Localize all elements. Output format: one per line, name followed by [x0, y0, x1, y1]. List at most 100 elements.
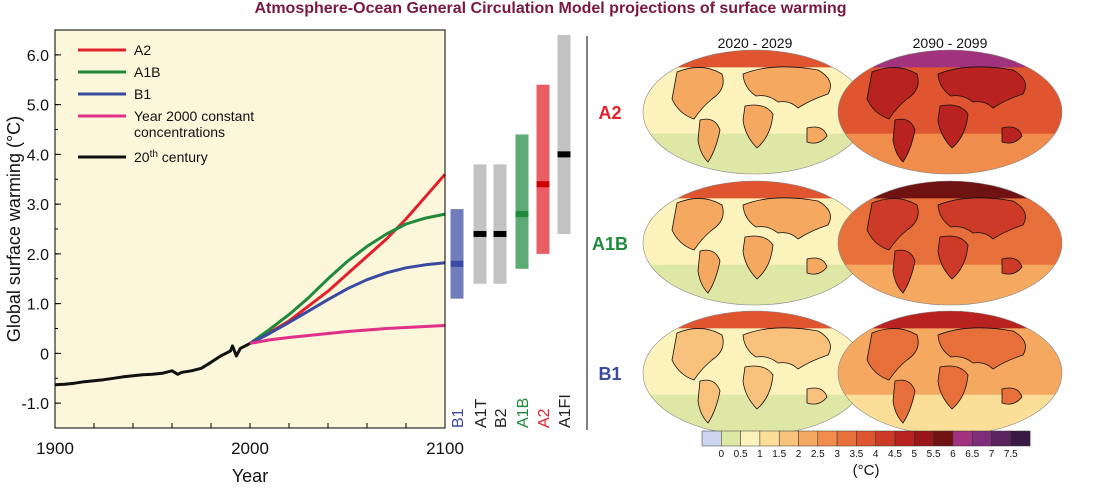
map-continent-3	[937, 365, 969, 410]
map-continent-3	[937, 235, 969, 280]
colorbar-tick-label: 1	[757, 449, 763, 460]
y-tick-label: 5.0	[27, 98, 49, 115]
map-continent-2	[937, 66, 1026, 109]
best-estimate-A1FI	[557, 151, 571, 158]
map-continent-0	[866, 328, 919, 381]
colorbar-unit-label: (°C)	[853, 462, 880, 479]
map-continent-1	[892, 118, 916, 163]
colorbar-cell	[914, 430, 934, 447]
colorbar-tick-label: 0	[719, 449, 725, 460]
best-estimate-A2	[536, 181, 550, 188]
column-title-1: 2090 - 2099	[913, 35, 988, 51]
series-line-constant	[249, 324, 446, 345]
map-continent-3	[937, 104, 969, 149]
map-continent-4	[806, 387, 828, 405]
map-continent-4	[1001, 257, 1023, 275]
colorbar-tick-label: 3.5	[849, 449, 863, 460]
map-continent-1	[697, 249, 721, 294]
colorbar-tick-label: 5	[912, 449, 918, 460]
x-tick-label: 2000	[231, 439, 269, 458]
colorbar-cell	[933, 430, 954, 447]
line-chart: -1.0 0 1.0 2.0 3.0 4.0 5.0 6.0 1900 2000 2100 A2 A1…	[4, 29, 464, 486]
series-line-A1B	[249, 212, 446, 345]
map-continent-4	[1001, 126, 1023, 144]
map-continent-3	[742, 104, 774, 149]
map-continent-2	[742, 197, 831, 240]
x-tick-label: 2100	[426, 439, 464, 458]
map-continent-0	[866, 198, 919, 251]
row-label-B1: B1	[598, 364, 621, 384]
range-bar-chart: B1 A1T B2 A1B A2 A1FI	[450, 34, 574, 428]
colorbar-cell	[721, 430, 741, 447]
map-arctic-band	[838, 311, 1062, 329]
map-outline	[837, 49, 1063, 175]
map-continent-3	[742, 235, 774, 280]
map-continent-2	[742, 66, 831, 109]
map-arctic-band	[643, 50, 867, 68]
map-continent-1	[697, 379, 721, 424]
warming-maps: 2020 - 2029 2090 - 2099 A2 A1B B1	[592, 35, 1063, 436]
range-bar-B1	[450, 209, 464, 299]
y-tick-label: -1.0	[21, 396, 49, 413]
legend-label-B1: B1	[134, 86, 151, 102]
x-tick-label: 1900	[36, 439, 74, 458]
range-bar-A2	[536, 84, 550, 254]
y-tick-label: 3.0	[27, 197, 49, 214]
colorbar-tick-label: 7	[989, 449, 995, 460]
range-bar-label-B2: B2	[493, 408, 510, 428]
map-continent-2	[937, 197, 1026, 240]
y-tick-label: 6.0	[27, 48, 49, 65]
x-axis-label: Year	[232, 466, 268, 486]
map-continent-4	[806, 126, 828, 144]
colorbar-cell	[740, 430, 761, 447]
colorbar-tick-label: 7.5	[1004, 449, 1018, 460]
colorbar-tick-label: 1.5	[772, 449, 786, 460]
plot-area	[55, 30, 445, 428]
map-continent-1	[892, 379, 916, 424]
row-label-A1B: A1B	[592, 234, 628, 254]
legend-label-twentieth: 20th century	[134, 149, 208, 165]
colorbar-cell	[875, 430, 896, 447]
colorbar-tick-label: 4	[873, 449, 879, 460]
y-tick-label: 4.0	[27, 147, 49, 164]
colorbar-tick-label: 6.5	[965, 449, 979, 460]
colorbar-cell	[1010, 430, 1031, 447]
map-continent-3	[742, 365, 774, 410]
colorbar-tick-label: 5.5	[927, 449, 941, 460]
colorbar-tick-label: 2	[796, 449, 802, 460]
colorbar-cell	[836, 430, 857, 447]
range-bar-label-A2: A2	[536, 408, 553, 428]
colorbar-tick-label: 0.5	[734, 449, 748, 460]
column-title-0: 2020 - 2029	[718, 35, 793, 51]
map-arctic-band	[643, 311, 867, 329]
map-A2-1	[838, 50, 1062, 174]
colorbar-cell	[952, 430, 973, 447]
legend-label-constant-line2: concentrations	[134, 124, 225, 140]
map-continent-2	[937, 327, 1026, 370]
map-arctic-band	[643, 181, 867, 199]
series-line-twentieth	[54, 342, 251, 387]
map-continent-2	[742, 327, 831, 370]
map-continent-0	[671, 328, 724, 381]
colorbar-cell	[778, 430, 799, 447]
colorbar-cell	[991, 430, 1012, 447]
best-estimate-B1	[450, 260, 464, 267]
page-title: Atmosphere-Ocean General Circulation Mod…	[254, 0, 847, 17]
legend-label-A2: A2	[134, 42, 151, 58]
best-estimate-A1T	[473, 230, 487, 237]
range-bar-A1B	[515, 134, 529, 269]
row-label-A2: A2	[598, 103, 621, 123]
colorbar-tick-label: 4.5	[888, 449, 902, 460]
legend-label-constant: Year 2000 constant	[134, 108, 254, 124]
colorbar: 0 0.5 1 1.5 2 2.5 3 3.5 4 4.5 5 5.5 6 6.5 7 7.5 (°C)	[701, 430, 1031, 479]
map-continent-4	[806, 257, 828, 275]
colorbar-tick-label: 6	[950, 449, 956, 460]
colorbar-cell	[798, 430, 819, 447]
map-continent-0	[671, 198, 724, 251]
range-bar-A1FI	[557, 34, 571, 234]
map-outline	[837, 180, 1063, 306]
colorbar-tick-label: 3	[834, 449, 840, 460]
legend-label-A1B: A1B	[134, 64, 160, 80]
